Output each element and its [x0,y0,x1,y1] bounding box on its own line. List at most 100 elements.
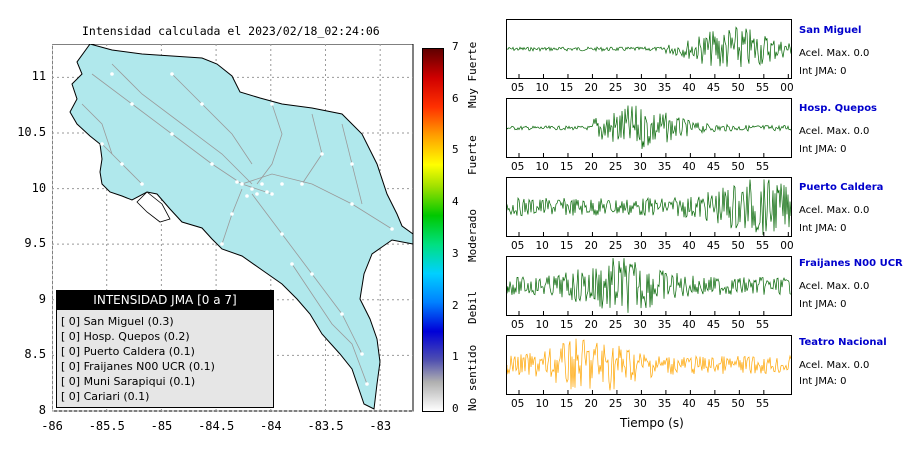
waveform-tick-label: 15 [559,82,574,94]
map-x-tick: -85 [150,419,173,433]
colorbar-category-label: Debil [466,290,479,324]
legend-item: [ 0] Hosp. Quepos (0.2) [61,330,190,343]
town-marker [270,102,274,106]
town-marker [280,232,284,236]
map-title: Intensidad calculada el 2023/02/18_02:24… [82,24,380,38]
town-marker [360,352,364,356]
town-marker [250,187,254,191]
town-marker [390,227,394,231]
town-markers [100,72,394,386]
waveform-tick-label: 35 [657,319,672,331]
waveform-tick-label: 30 [633,240,647,252]
town-marker [290,262,294,266]
station-int: Int JMA: 0 [799,144,847,155]
waveform-tick-label: 15 [559,319,574,331]
town-marker [235,180,239,184]
station-name: San Miguel [799,25,862,36]
colorbar-category-label: Muy Fuerte [466,41,479,108]
map-x-tick: -85.5 [88,419,125,433]
waveform-tick-label: 40 [682,82,696,94]
waveform-tick-label: 35 [657,161,672,173]
waveform-svg [507,258,791,315]
road-network [81,63,393,385]
waveform-tick-label: 50 [731,398,745,410]
waveform-tick-label: 50 [731,82,745,94]
waveform-tick-label: 20 [584,319,598,331]
town-marker [350,162,354,166]
waveform-tick-label: 30 [633,319,647,331]
legend-item: [ 0] Fraijanes N00 UCR (0.1) [61,360,215,373]
town-marker [245,194,249,198]
town-marker [300,182,304,186]
waveform-tick-label: 45 [706,82,721,94]
waveform-tick-label: 00 [780,82,794,94]
map-x-tick: -84 [259,419,282,433]
waveform-tick-label: 05 [511,82,525,94]
waveform-tick-label: 30 [633,161,647,173]
station-int: Int JMA: 0 [799,299,847,310]
waveform-tick-label: 45 [706,161,721,173]
colorbar-tick: 1 [452,350,459,364]
waveform-tick-label: 10 [535,161,549,173]
map-y-tick: 9.5 [24,236,47,251]
map-y-tick: 10.5 [17,124,47,139]
colorbar-category-label: No sentido [466,344,479,411]
town-marker [100,142,104,146]
town-marker [200,102,204,106]
time-axis-label: Tiempo (s) [620,416,684,430]
town-marker [170,72,174,76]
station-int: Int JMA: 0 [799,223,847,234]
waveform-tick-label: 35 [657,398,672,410]
town-marker [120,162,124,166]
waveform-panel [506,98,792,158]
waveform-svg [507,338,791,394]
town-marker [270,192,274,196]
colorbar-tick: 4 [452,195,459,209]
town-marker [265,190,269,194]
waveform-tick-label: 50 [731,161,745,173]
waveform-tick-label: 35 [657,82,672,94]
intensity-legend: INTENSIDAD JMA [0 a 7] [ 0] San Miguel (… [56,290,274,408]
waveform-tick-label: 05 [511,398,525,410]
colorbar-tick: 5 [452,143,459,157]
waveform-tick-label: 20 [584,240,598,252]
legend-item: [ 0] Puerto Caldera (0.1) [61,345,195,358]
waveform-trace [507,258,791,313]
town-marker [320,152,324,156]
map-x-tick: -84.5 [198,419,235,433]
map-x-tick: -83 [369,419,392,433]
waveform-tick-label: 30 [633,82,647,94]
waveform-tick-label: 40 [682,240,696,252]
station-int: Int JMA: 0 [799,66,847,77]
town-marker [365,382,369,386]
station-name: Teatro Nacional [799,337,887,348]
town-marker [110,72,114,76]
town-marker [210,162,214,166]
waveform-tick-label: 15 [559,161,574,173]
waveform-tick-label: 25 [608,161,623,173]
town-marker [170,132,174,136]
station-acel: Acel. Max. 0.0 [799,126,870,137]
legend-title: INTENSIDAD JMA [0 a 7] [57,291,273,310]
waveform-svg [507,105,791,157]
station-acel: Acel. Max. 0.0 [799,48,870,59]
waveform-trace [507,105,791,150]
waveform-panel [506,335,792,395]
station-name: Fraijanes N00 UCR [799,258,903,269]
town-marker [310,272,314,276]
waveform-tick-label: 20 [584,82,598,94]
map-x-tick: -83.5 [307,419,344,433]
waveform-tick-label: 05 [511,161,525,173]
town-marker [230,212,234,216]
town-marker [140,182,144,186]
map-x-tick: -86 [41,419,63,433]
waveform-tick-label: 20 [584,161,598,173]
waveform-tick-label: 45 [706,240,721,252]
colorbar-tick: 2 [452,298,459,312]
waveform-tick-label: 40 [682,398,696,410]
waveform-tick-label: 55 [755,82,770,94]
waveform-tick-label: 10 [535,240,549,252]
waveform-tick-label: 25 [608,82,623,94]
waveform-tick-label: 40 [682,161,696,173]
waveform-svg [507,179,791,236]
